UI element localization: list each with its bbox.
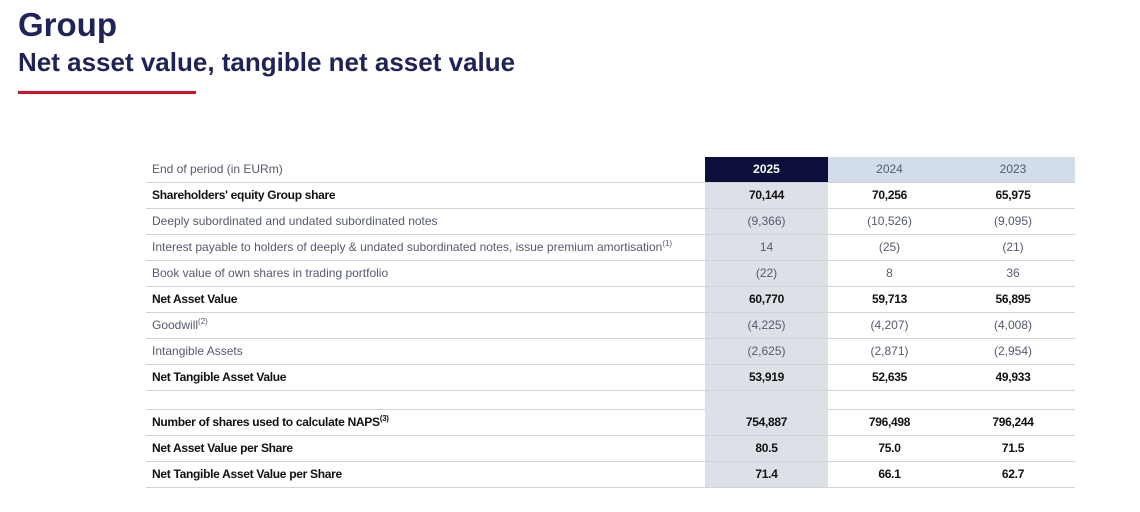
cell: (22) xyxy=(755,266,778,280)
table-row: Net Asset Value per Share 80.5 75.0 71.5 xyxy=(146,436,1075,462)
table-row: Shareholders' equity Group share 70,144 70… xyxy=(146,183,1075,209)
label-text: Net Asset Value per Share xyxy=(152,441,293,455)
row-label: Net Tangible Asset Value per Share xyxy=(152,462,342,487)
column-header: End of period (in EURm) xyxy=(152,162,283,176)
section-gap xyxy=(146,391,1075,410)
label-text: Number of shares used to calculate NAPS xyxy=(152,415,380,429)
column-header: 2025 xyxy=(705,157,828,182)
row-label: Intangible Assets xyxy=(152,339,243,364)
cell: 62.7 xyxy=(1001,467,1025,481)
accent-rule xyxy=(18,91,196,94)
label-text: Deeply subordinated and undated subordin… xyxy=(152,214,438,228)
label-text: Interest payable to holders of deeply & … xyxy=(152,240,663,254)
row-label: Deeply subordinated and undated subordin… xyxy=(152,209,438,234)
cell: 71.4 xyxy=(755,467,778,481)
label-text: Goodwill xyxy=(152,318,199,332)
cell: (25) xyxy=(878,240,901,254)
footnote-ref: (3) xyxy=(379,414,389,423)
subtitle: Net asset value, tangible net asset valu… xyxy=(18,47,516,77)
cell: (4,008) xyxy=(993,318,1033,332)
table-row: Book value of own shares in trading port… xyxy=(146,261,1075,287)
cell: 80.5 xyxy=(755,441,778,455)
cell: (2,871) xyxy=(870,344,909,358)
table-row: Interest payable to holders of deeply & … xyxy=(146,235,1075,261)
cell: 60,770 xyxy=(749,292,784,306)
column-header: 2023 xyxy=(951,157,1075,182)
header-row: End of period (in EURm) 2025 2024 2023 xyxy=(146,157,1075,183)
row-label: Goodwill(2) xyxy=(152,313,208,338)
cell: 65,975 xyxy=(995,188,1031,202)
cell: 8 xyxy=(886,266,893,280)
table: End of period (in EURm) 2025 2024 2023 Share… xyxy=(146,157,1075,488)
cell: 14 xyxy=(759,240,774,254)
label-text: Intangible Assets xyxy=(152,344,243,358)
row-label: Net Asset Value per Share xyxy=(152,436,293,461)
label-text: Shareholders' equity Group share xyxy=(152,188,336,202)
cell: 52,635 xyxy=(872,370,907,384)
cell: 796,498 xyxy=(868,415,911,429)
cell: (2,625) xyxy=(747,344,786,358)
cell: 59,713 xyxy=(872,292,907,306)
label-text: Book value of own shares in trading port… xyxy=(152,266,389,280)
row-label: Shareholders' equity Group share xyxy=(152,183,336,208)
row-label: Book value of own shares in trading port… xyxy=(152,261,388,286)
label-text: Net Tangible Asset Value xyxy=(152,370,287,384)
table-row: Net Tangible Asset Value 53,919 52,635 49,9… xyxy=(146,365,1075,391)
cell: (9,366) xyxy=(747,214,786,228)
table-row: Goodwill(2) (4,225) (4,207) (4,008) xyxy=(146,313,1075,339)
title: Group xyxy=(18,6,117,43)
cell: (10,526) xyxy=(867,214,912,228)
cell: 66.1 xyxy=(878,467,901,481)
cell: (21) xyxy=(1002,240,1024,254)
label-text: Net Asset Value xyxy=(152,292,238,306)
row-label: Interest payable to holders of deeply & … xyxy=(152,235,672,260)
footnote-ref: (1) xyxy=(662,239,673,248)
cell: 70,144 xyxy=(749,188,784,202)
cell: (2,954) xyxy=(993,344,1033,358)
footnote-ref: (2) xyxy=(198,317,208,326)
cell: 53,919 xyxy=(749,370,784,384)
highlight-column xyxy=(705,183,828,488)
cell: 49,933 xyxy=(995,370,1031,384)
column-header: 2024 xyxy=(828,157,951,182)
cell: (4,207) xyxy=(870,318,909,332)
cell: 36 xyxy=(1006,266,1020,280)
cell: (9,095) xyxy=(993,214,1033,228)
table-row: Net Asset Value 60,770 59,713 56,895 xyxy=(146,287,1075,313)
table-row: Net Tangible Asset Value per Share 71.4 66… xyxy=(146,462,1075,488)
table-row: Deeply subordinated and undated subordin… xyxy=(146,209,1075,235)
cell: 796,244 xyxy=(992,415,1034,429)
cell: 71.5 xyxy=(1001,441,1025,455)
row-label: Net Asset Value xyxy=(152,287,237,312)
cell: (4,225) xyxy=(747,318,786,332)
table-row: Intangible Assets (2,625) (2,871) (2,954) xyxy=(146,339,1075,365)
cell: 75.0 xyxy=(878,441,901,455)
row-label: Net Tangible Asset Value xyxy=(152,365,286,390)
cell: 754,887 xyxy=(745,415,788,429)
cell: 70,256 xyxy=(872,188,907,202)
row-label: Number of shares used to calculate NAPS(… xyxy=(152,410,389,435)
table-row: Number of shares used to calculate NAPS(… xyxy=(146,410,1075,436)
label-text: Net Tangible Asset Value per Share xyxy=(152,467,342,481)
cell: 56,895 xyxy=(995,292,1031,306)
